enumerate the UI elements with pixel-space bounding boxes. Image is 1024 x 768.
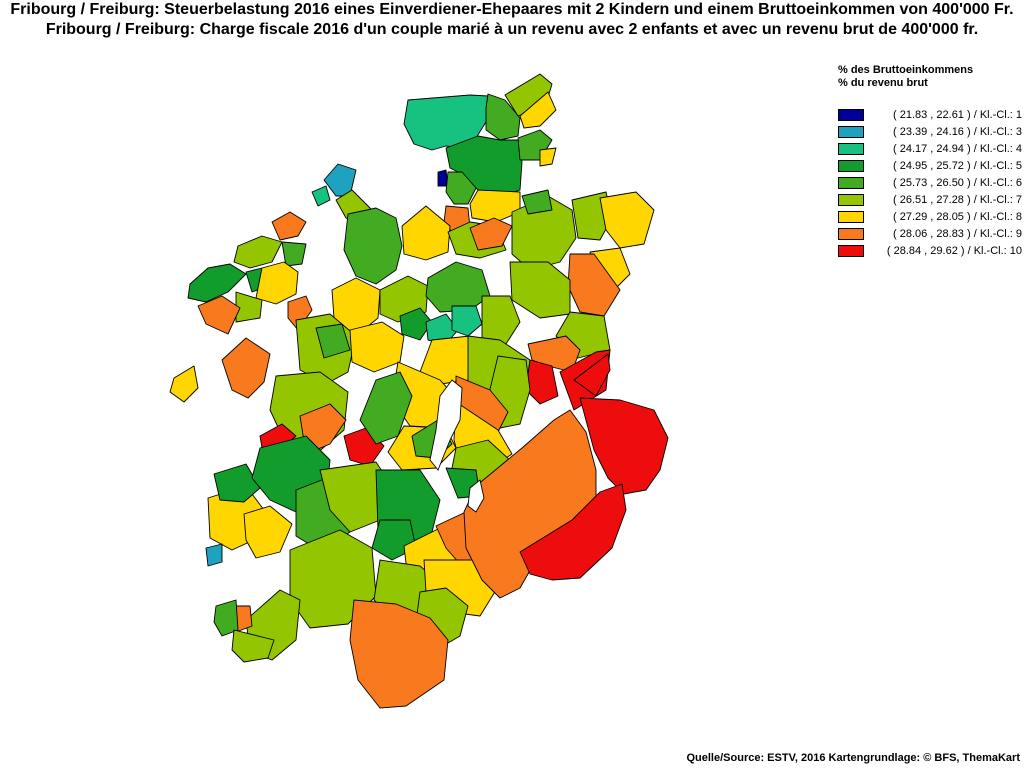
legend-label: ( 21.83 , 22.61 ) / Kl.-Cl.: 1: [892, 108, 1022, 121]
municipality-region: [399, 307, 433, 341]
municipality-region: [539, 147, 557, 167]
legend-item: ( 27.29 , 28.05 ) / Kl.-Cl.: 8: [838, 208, 1022, 225]
municipality-region: [509, 261, 571, 319]
municipality-region: [349, 321, 405, 373]
legend-class-list: ( 21.83 , 22.61 ) / Kl.-Cl.: 1 ( 23.39 , …: [838, 106, 1022, 259]
legend-label: ( 24.95 , 25.72 ) / Kl.-Cl.: 5: [892, 159, 1022, 172]
municipality-region: [243, 505, 293, 559]
legend-label: ( 27.29 , 28.05 ) / Kl.-Cl.: 8: [892, 210, 1022, 223]
municipality-region: [281, 241, 307, 267]
municipality-region: [519, 483, 627, 581]
legend-swatch: [838, 244, 864, 257]
municipality-region: [425, 261, 491, 313]
legend-swatch: [838, 108, 864, 121]
municipality-region: [343, 207, 403, 285]
legend-swatch: [838, 193, 864, 206]
legend-item: ( 24.95 , 25.72 ) / Kl.-Cl.: 5: [838, 157, 1022, 174]
municipality-region: [599, 191, 655, 249]
legend-item: ( 25.73 , 26.50 ) / Kl.-Cl.: 6: [838, 174, 1022, 191]
legend-item: ( 26.51 , 27.28 ) / Kl.-Cl.: 7: [838, 191, 1022, 208]
map-legend: % des Bruttoeinkommens % du revenu brut …: [838, 64, 1022, 259]
lake-area: [429, 379, 463, 471]
municipality-region: [213, 599, 239, 637]
municipality-region: [311, 185, 331, 207]
municipality-region: [221, 337, 271, 399]
municipality-region: [485, 93, 521, 141]
municipality-region: [511, 195, 577, 271]
legend-label: ( 24.17 , 24.94 ) / Kl.-Cl.: 4: [892, 142, 1022, 155]
title-german: Fribourg / Freiburg: Steuerbelastung 201…: [10, 1, 1014, 18]
municipality-region: [469, 217, 513, 251]
municipality-region: [315, 323, 351, 359]
title-french: Fribourg / Freiburg: Charge fiscale 2016…: [45, 21, 979, 38]
municipality-region: [231, 629, 275, 663]
legend-swatch: [838, 210, 864, 223]
municipality-region: [519, 91, 557, 129]
municipality-region: [197, 295, 241, 335]
municipality-region: [213, 463, 261, 503]
municipality-region: [521, 189, 553, 215]
legend-item: ( 23.39 , 24.16 ) / Kl.-Cl.: 3: [838, 123, 1022, 140]
legend-label: ( 23.39 , 24.16 ) / Kl.-Cl.: 3: [892, 125, 1022, 138]
municipality-region: [579, 397, 669, 495]
legend-heading-german: % des Bruttoeinkommens: [838, 64, 974, 76]
legend-item: ( 21.83 , 22.61 ) / Kl.-Cl.: 1: [838, 106, 1022, 123]
canton-fribourg-municipalities: [169, 73, 669, 709]
lake-area: [467, 479, 485, 513]
municipality-region: [323, 163, 357, 197]
municipality-region: [271, 211, 307, 241]
municipality-region: [255, 261, 299, 305]
legend-item: ( 28.06 , 28.83 ) / Kl.-Cl.: 9: [838, 225, 1022, 242]
legend-swatch: [838, 176, 864, 189]
municipality-region: [573, 353, 611, 397]
municipality-region: [233, 235, 283, 269]
municipality-region: [401, 205, 451, 261]
legend-label: ( 25.73 , 26.50 ) / Kl.-Cl.: 6: [892, 176, 1022, 189]
legend-swatch: [838, 159, 864, 172]
municipality-region: [187, 263, 247, 303]
municipality-region: [445, 171, 477, 205]
legend-swatch: [838, 125, 864, 138]
legend-item: ( 28.84 , 29.62 ) / Kl.-Cl.: 10: [838, 242, 1022, 259]
legend-heading-french: % du revenu brut: [838, 77, 928, 89]
municipality-region: [205, 543, 223, 567]
legend-swatch: [838, 227, 864, 240]
legend-swatch: [838, 142, 864, 155]
municipality-region: [451, 305, 483, 337]
legend-label: ( 28.06 , 28.83 ) / Kl.-Cl.: 9: [892, 227, 1022, 240]
legend-item: ( 24.17 , 24.94 ) / Kl.-Cl.: 4: [838, 140, 1022, 157]
municipality-region: [169, 365, 199, 403]
map-title: Fribourg / Freiburg: Steuerbelastung 201…: [0, 0, 1024, 40]
legend-label: ( 28.84 , 29.62 ) / Kl.-Cl.: 10: [886, 244, 1022, 257]
municipality-region: [425, 313, 459, 345]
municipality-region: [481, 295, 521, 345]
legend-label: ( 26.51 , 27.28 ) / Kl.-Cl.: 7: [892, 193, 1022, 206]
municipality-region: [349, 599, 449, 709]
source-note: Quelle/Source: ESTV, 2016 Kartengrundlag…: [686, 752, 1020, 764]
